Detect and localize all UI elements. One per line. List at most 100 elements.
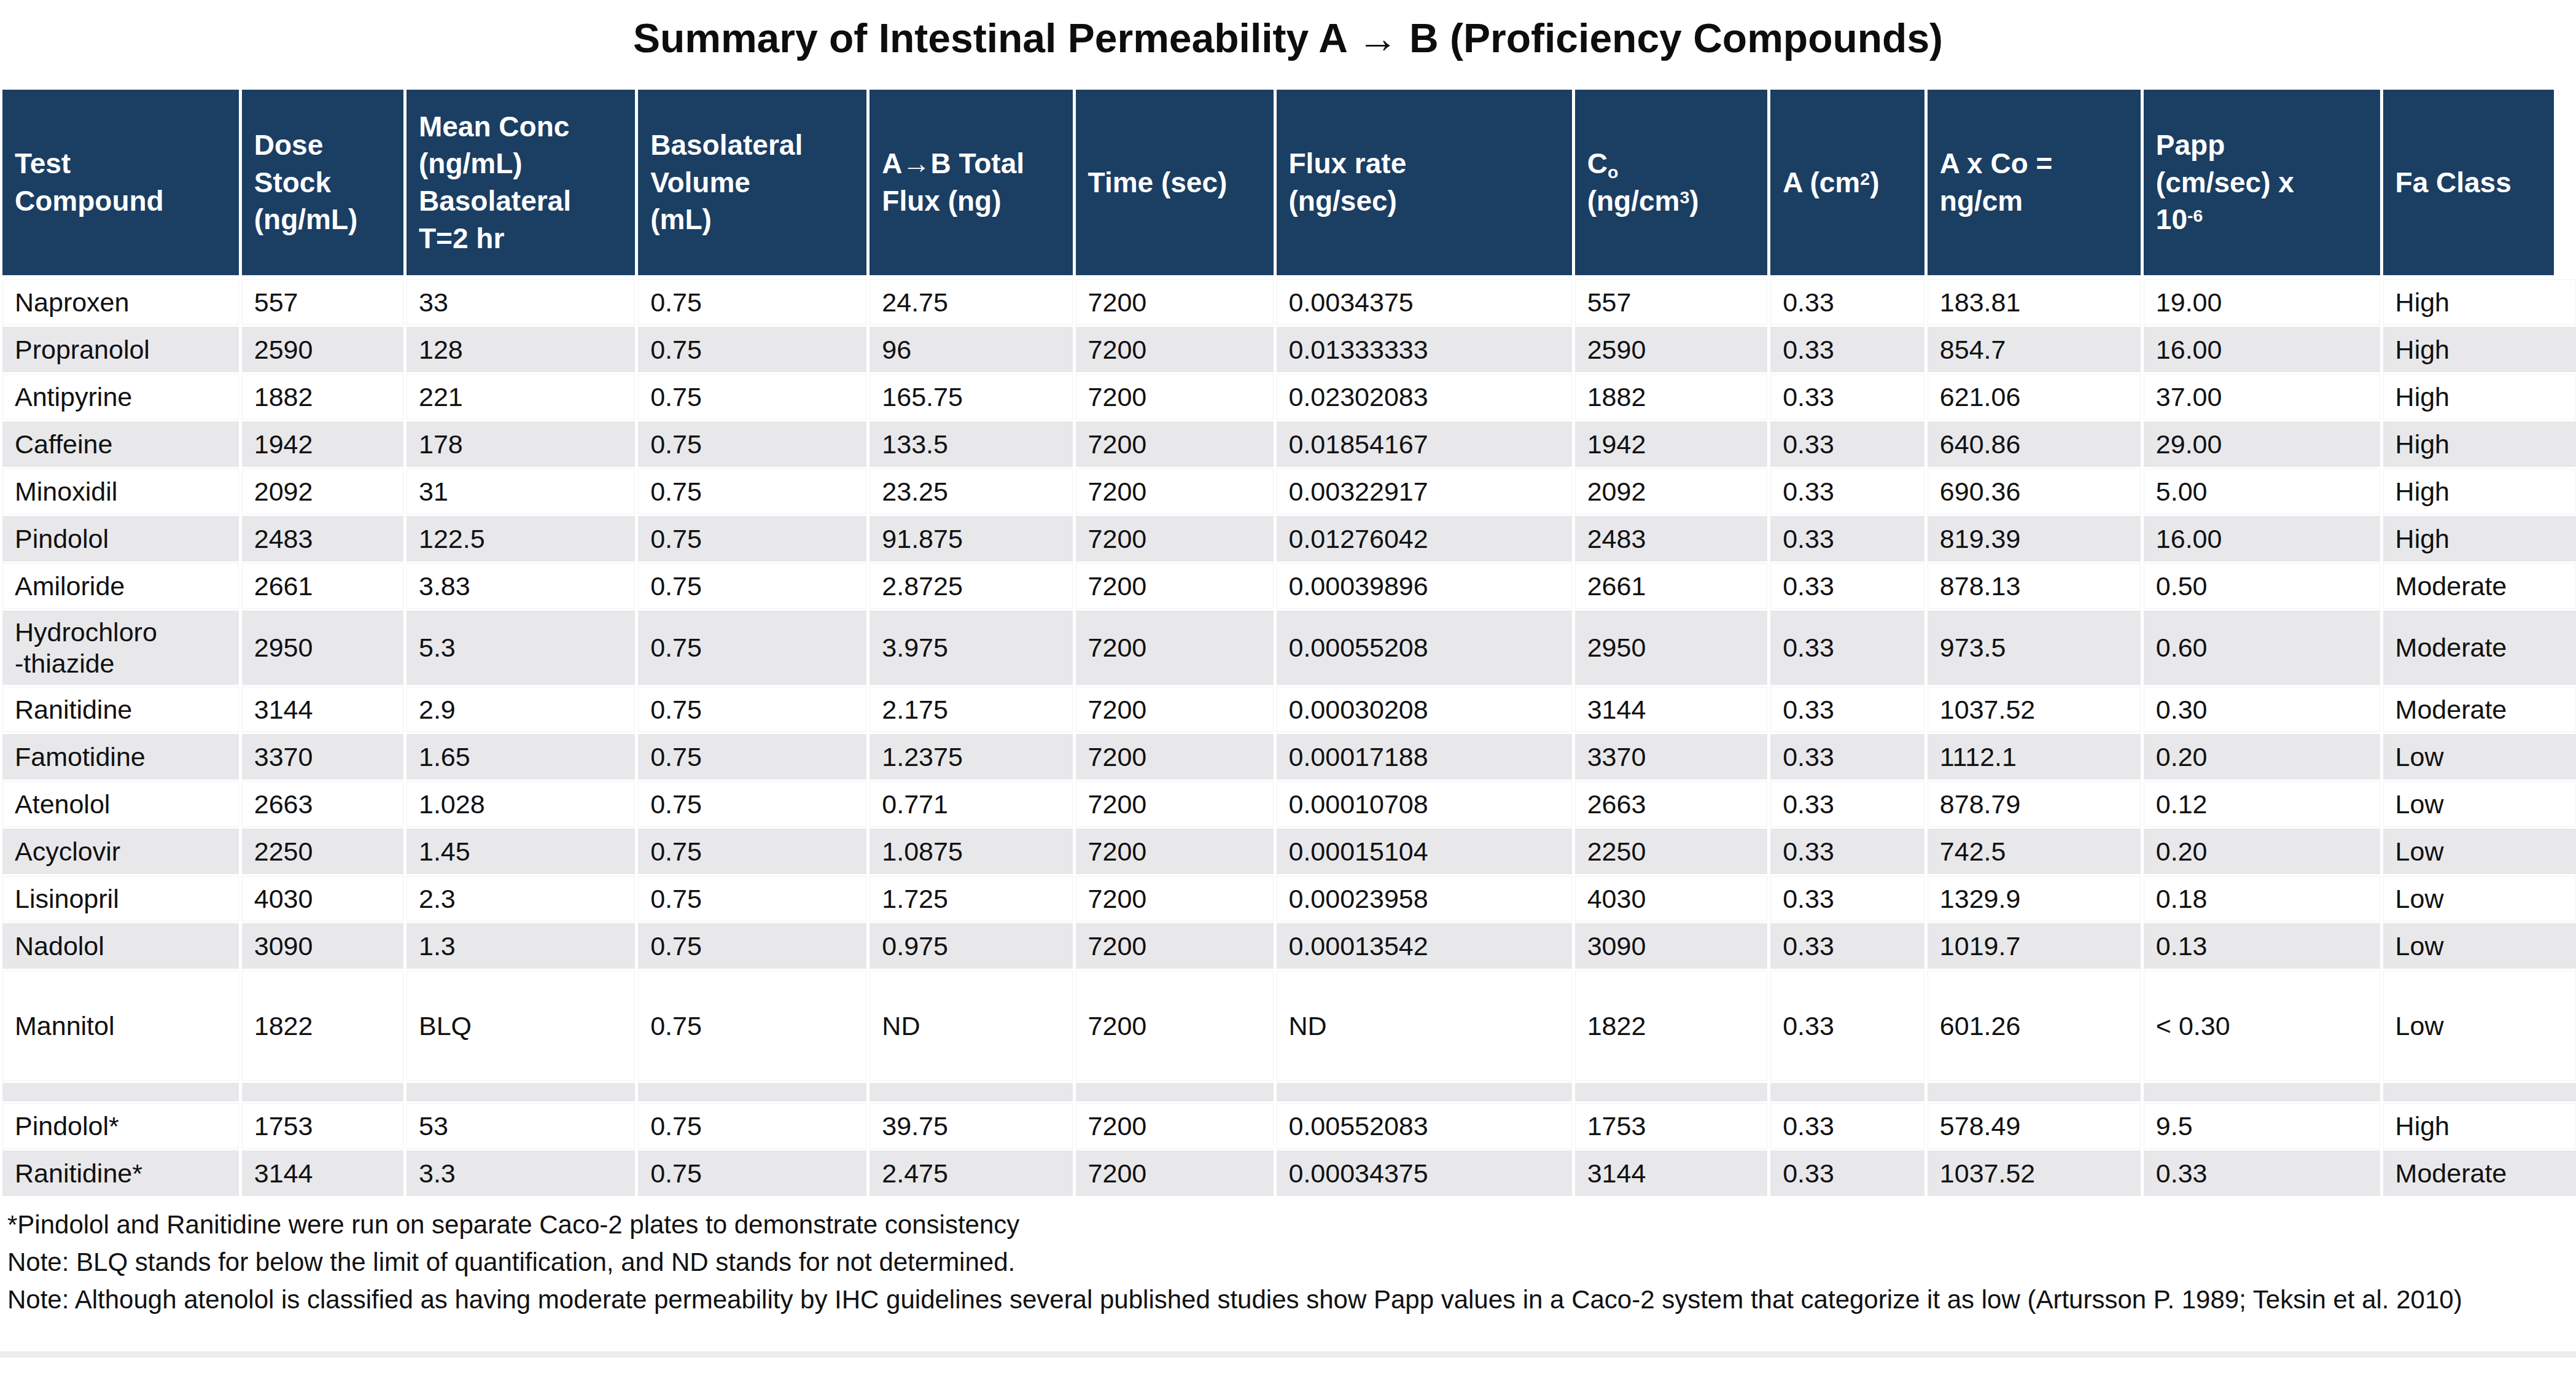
co-subscript: o [1608,162,1618,182]
table-cell: 7200 [1076,611,1277,687]
table-cell: Low [2383,876,2576,923]
table-cell: 96 [870,327,1075,374]
col-header-test-compound: Test Compound [2,90,242,279]
papp-line2: (cm/sec) x [2156,164,2373,201]
table-cell: 2663 [242,781,407,829]
table-cell: 2950 [242,611,407,687]
table-row: Famotidine33701.650.751.237572000.000171… [2,734,2576,781]
table-cell: 1882 [1575,374,1771,421]
table-cell: 0.75 [638,687,870,734]
co-symbol: C [1587,147,1608,179]
compound-cell: Pindolol* [2,1103,242,1150]
table-cell: 0.00322917 [1277,469,1575,516]
table-cell [870,1083,1075,1103]
table-cell [407,1083,638,1103]
table-cell: 742.5 [1928,829,2144,876]
table-cell: 0.33 [1770,1150,1928,1198]
table-cell: 0.33 [1770,279,1928,327]
table-cell: 854.7 [1928,327,2144,374]
table-row: Naproxen557330.7524.7572000.00343755570.… [2,279,2576,327]
table-cell: Moderate [2383,687,2576,734]
compound-cell: Lisinopril [2,876,242,923]
table-cell: 1.725 [870,876,1075,923]
compound-cell: Pindolol [2,516,242,563]
table-cell: 4030 [242,876,407,923]
table-cell: 0.75 [638,1103,870,1150]
area-superscript: 2 [1860,169,1870,189]
table-cell: 0.33 [1770,327,1928,374]
table-cell: 0.0034375 [1277,279,1575,327]
table-cell: 601.26 [1928,971,2144,1083]
table-cell: BLQ [407,971,638,1083]
compound-cell: Propranolol [2,327,242,374]
table-cell: 0.33 [1770,781,1928,829]
table-cell: 24.75 [870,279,1075,327]
table-cell: 973.5 [1928,611,2144,687]
table-row: Antipyrine18822210.75165.7572000.0230208… [2,374,2576,421]
table-cell: 3090 [242,923,407,971]
col-header-axco: A x Co = ng/cm [1928,90,2144,279]
table-cell: 7200 [1076,421,1277,469]
papp-base: 10 [2156,203,2187,235]
footnote-atenolol: Note: Although atenolol is classified as… [7,1281,2550,1319]
table-cell: 1753 [242,1103,407,1150]
table-row: Minoxidil2092310.7523.2572000.0032291720… [2,469,2576,516]
table-cell: 3.83 [407,563,638,611]
table-cell: Low [2383,781,2576,829]
table-cell: 7200 [1076,1103,1277,1150]
table-cell: 0.00039896 [1277,563,1575,611]
table-row: Hydrochloro -thiazide29505.30.753.975720… [2,611,2576,687]
table-cell: 31 [407,469,638,516]
table-cell: Low [2383,734,2576,781]
table-cell: 0.00023958 [1277,876,1575,923]
table-cell: 1822 [242,971,407,1083]
table-cell: 0.33 [1770,923,1928,971]
table-cell: 37.00 [2144,374,2383,421]
table-cell: 7200 [1076,687,1277,734]
table-cell: 33 [407,279,638,327]
co-unit-superscript: 3 [1679,187,1689,207]
table-cell: 0.75 [638,734,870,781]
table-cell: High [2383,1103,2576,1150]
table-cell: 2.3 [407,876,638,923]
table-cell: 0.33 [1770,611,1928,687]
compound-cell: Mannitol [2,971,242,1083]
table-cell: 0.20 [2144,829,2383,876]
table-cell: 221 [407,374,638,421]
permeability-table: Test Compound Dose Stock (ng/mL) Mean Co… [2,90,2576,1198]
table-cell: 3370 [1575,734,1771,781]
table-cell: 557 [1575,279,1771,327]
table-cell: 0.33 [1770,876,1928,923]
table-cell: 2.9 [407,687,638,734]
table-cell: 1.0875 [870,829,1075,876]
table-cell: 0.75 [638,279,870,327]
table-cell: 0.75 [638,469,870,516]
compound-cell: Atenolol [2,781,242,829]
table-cell: 1.65 [407,734,638,781]
table-cell: 0.33 [1770,421,1928,469]
table-cell: 0.75 [638,327,870,374]
col-header-papp: Papp(cm/sec) x10-6 [2144,90,2383,279]
table-header: Test Compound Dose Stock (ng/mL) Mean Co… [2,90,2576,279]
table-cell: 29.00 [2144,421,2383,469]
table-cell: 2590 [1575,327,1771,374]
table-row: Acyclovir22501.450.751.087572000.0001510… [2,829,2576,876]
table-cell: 0.33 [1770,971,1928,1083]
table-cell: 0.33 [1770,829,1928,876]
table-cell: 1822 [1575,971,1771,1083]
table-cell: 0.33 [1770,563,1928,611]
table-cell: 0.30 [2144,687,2383,734]
table-cell: 1942 [1575,421,1771,469]
table-cell: 0.50 [2144,563,2383,611]
table-cell: 0.01333333 [1277,327,1575,374]
table-cell: 178 [407,421,638,469]
table-cell: 9.5 [2144,1103,2383,1150]
area-label: A (cm [1783,166,1860,198]
table-cell: 122.5 [407,516,638,563]
table-cell: 0.75 [638,611,870,687]
col-header-flux-rate: Flux rate (ng/sec) [1277,90,1575,279]
table-cell: 128 [407,327,638,374]
table-cell: 621.06 [1928,374,2144,421]
table-cell: 1882 [242,374,407,421]
table-cell: 0.00055208 [1277,611,1575,687]
